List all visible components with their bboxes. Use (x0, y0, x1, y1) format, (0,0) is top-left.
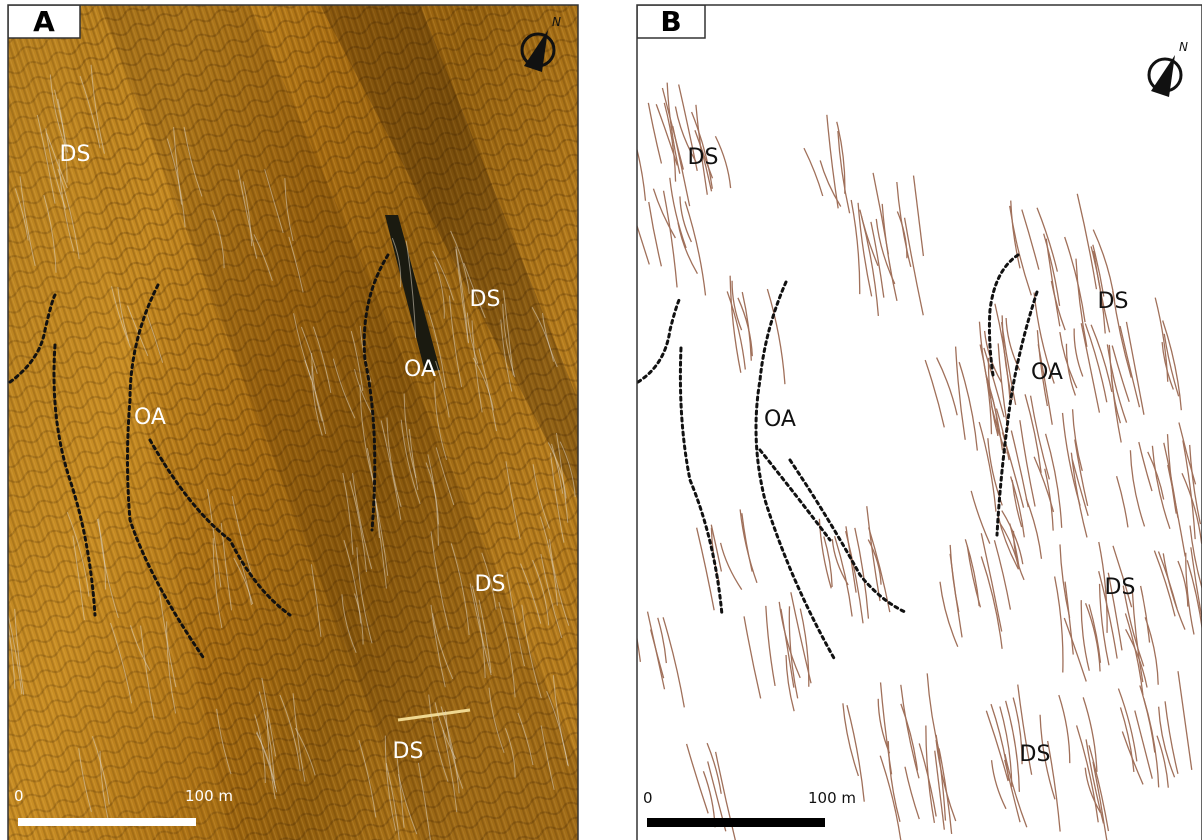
panel-b: B DS DS OA OA DS DS N 0 100 m (631, 5, 1202, 840)
scale-start: 0 (643, 789, 653, 807)
scale-bar (18, 818, 196, 826)
panel-label: B (660, 5, 681, 38)
scale-end: 100 m (185, 787, 233, 805)
figure: A DS OA OA DS DS DS N 0 100 m B DS DS OA… (0, 0, 1202, 840)
annotation: OA (1031, 360, 1063, 385)
scale-bar (647, 818, 825, 827)
annotation: DS (470, 287, 501, 312)
annotation: DS (688, 145, 719, 170)
scale-end: 100 m (808, 789, 856, 807)
annotation: DS (475, 572, 506, 597)
annotation: OA (764, 407, 796, 432)
annotation: OA (404, 357, 436, 382)
annotation: DS (60, 142, 91, 167)
scale-start: 0 (14, 787, 24, 805)
annotation: OA (134, 405, 166, 430)
annotation: DS (1020, 742, 1051, 767)
panel-a: A DS OA OA DS DS DS N 0 100 m (4, 5, 578, 840)
annotation: DS (1098, 289, 1129, 314)
north-label: N (552, 15, 561, 29)
panel-label: A (33, 5, 55, 38)
annotation: DS (393, 739, 424, 764)
annotation: DS (1105, 575, 1136, 600)
north-label: N (1179, 40, 1188, 54)
